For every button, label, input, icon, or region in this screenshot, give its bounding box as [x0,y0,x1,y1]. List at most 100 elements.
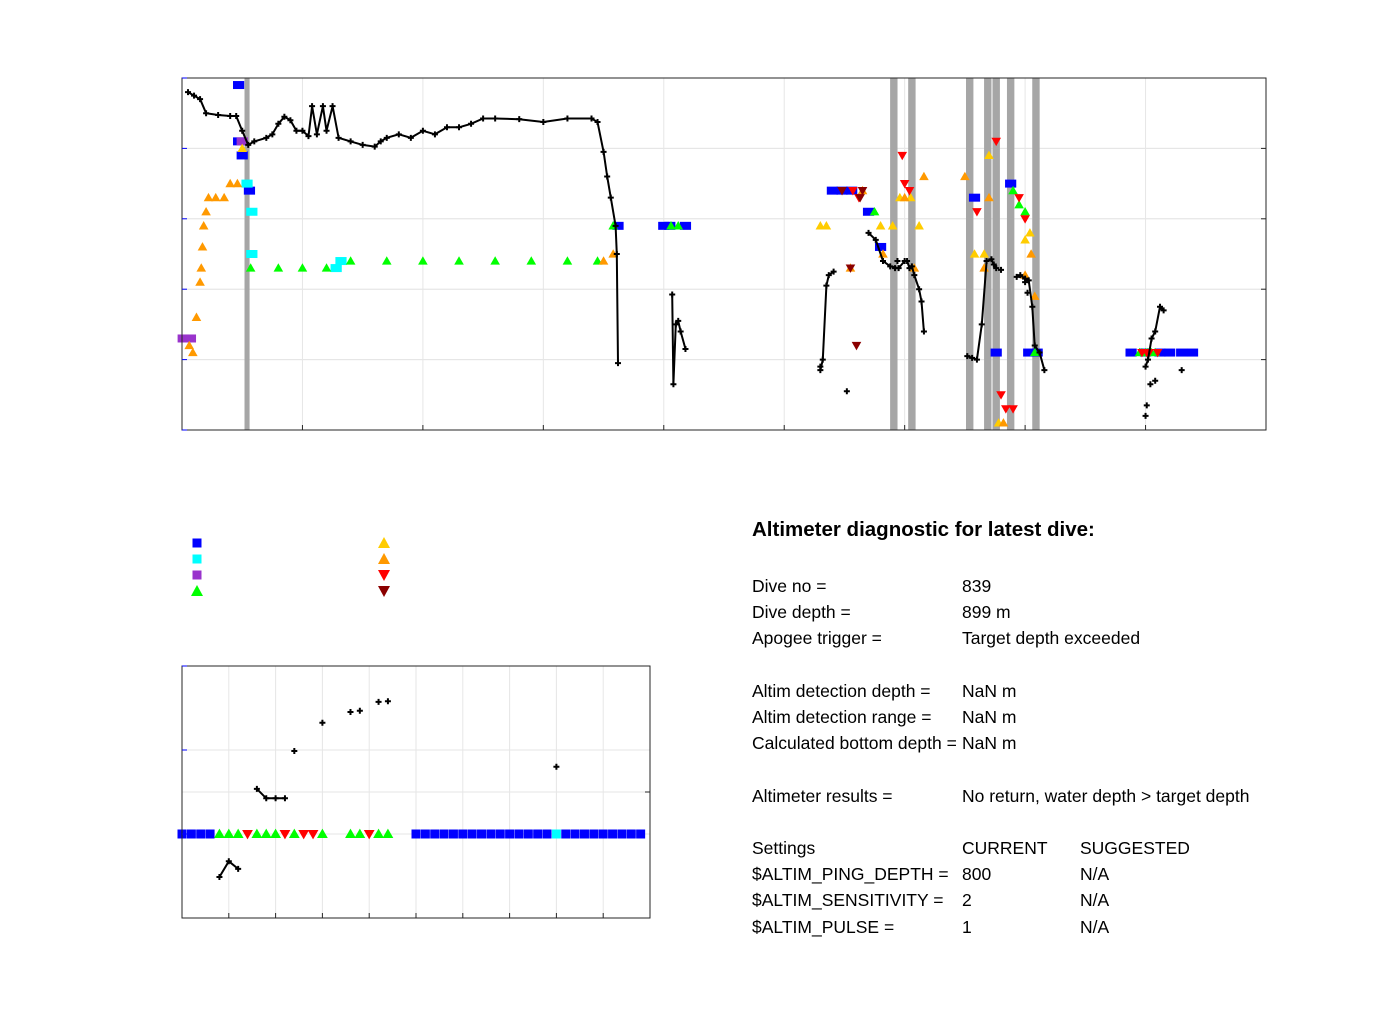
depth-point [908,263,915,270]
depth-point [564,115,571,122]
depth-point [830,268,837,275]
marker-tde-false-return [184,334,197,343]
marker-nvv-no-return [996,391,1006,400]
depth-point [225,858,232,865]
marker-tde-no-return [467,829,477,839]
depth-point [682,346,689,353]
diagnostic-label: Settings [752,838,816,858]
depth-point [1031,342,1038,349]
depth-point [594,119,601,125]
marker-tde-no-return [542,829,552,839]
depth-point [615,360,622,367]
legend-marker [192,570,202,580]
marker-tde-false-return [236,137,248,146]
depth-point [309,103,316,110]
depth-point [383,134,390,141]
marker-tde-no-return [679,221,692,230]
marker-bod-real-return [373,828,384,839]
depth-point [480,115,487,122]
depth-point [291,748,298,755]
marker-tde-no-return [1176,348,1188,357]
last-50-dives-plot [177,665,651,919]
depth-point [1147,381,1154,388]
marker-bod-false [232,178,243,188]
depth-point [269,131,276,138]
marker-bod-possibly-false [237,143,248,152]
diagnostic-label: $ALTIM_PULSE = [752,916,895,937]
depth-point [377,138,384,145]
marker-nvv-not-pinging [857,187,868,196]
marker-tde-real-return [246,207,258,216]
depth-point [371,143,378,150]
marker-tde-no-return [514,829,524,839]
diagnostic-suggested: N/A [1080,864,1110,885]
marker-nvv-not-pinging [855,194,865,203]
depth-point [669,291,676,298]
marker-bod-false [188,347,198,357]
marker-bod-real-return [490,256,500,265]
marker-tde-no-return [608,829,618,839]
marker-bod-real-return [270,828,281,839]
depth-point [492,115,499,122]
marker-bod-real-return [232,828,244,839]
depth-point [911,272,918,279]
axes-box [181,77,1267,431]
depth-point [1152,377,1159,384]
marker-nvv-not-pinging [851,341,862,351]
depth-point [272,795,279,802]
marker-tde-no-return [617,829,627,839]
depth-point [203,110,210,117]
depth-point [319,103,326,110]
depth-point [612,222,619,229]
depth-point [281,113,288,120]
marker-tde-no-return [636,829,646,839]
depth-point [456,124,463,131]
depth-point [677,328,684,335]
depth-point [916,286,923,293]
diagnostic-suggested: N/A [1080,916,1110,937]
legend-marker [192,554,202,564]
depth-point [395,131,402,138]
marker-tde-no-return [598,829,608,839]
marker-tde-no-return [243,186,256,195]
depth-point [245,141,252,148]
marker-nvv-no-return [991,137,1002,147]
depth-point [1178,367,1185,374]
marker-bod-real-return [869,206,880,216]
diagnostic-label: Apogee trigger = [752,628,882,649]
depth-point [969,354,976,361]
depth-point [894,258,901,265]
marker-tde-no-return [862,207,875,216]
marker-tde-real-return [241,179,253,188]
marker-nvv-no-return [848,187,858,196]
marker-tde-no-return [486,829,496,839]
marker-bod-false [195,277,205,286]
marker-bod-possibly-false [905,192,916,202]
marker-bod-false [210,192,221,202]
marker-bod-real-return [273,263,284,272]
marker-nvv-no-return [1001,405,1011,414]
marker-bod-false [919,171,929,181]
marker-bod-real-return [418,256,428,265]
marker-tde-no-return [430,829,440,839]
marker-tde-no-return [990,348,1002,357]
marker-tde-no-return [233,81,245,90]
marker-bod-real-return [1014,199,1024,209]
marker-tde-no-return [1125,348,1137,357]
marker-tde-no-return [439,829,449,839]
marker-bod-false [191,312,202,321]
depth-point [990,261,997,268]
marker-bod-possibly-false [1020,235,1030,244]
depth-point [1022,279,1029,286]
diagnostic-value: NaN m [962,680,1017,701]
diagnostic-value: 800 [962,864,992,885]
marker-bod-false [201,206,211,216]
marker-tde-no-return [523,829,533,839]
depth-point [843,388,850,395]
marker-bod-real-return [345,828,356,839]
depth-point [384,698,391,705]
depth-line [256,788,285,800]
marker-bod-false [960,171,970,181]
marker-nvv-no-return [972,208,982,217]
depth-point [604,173,611,180]
